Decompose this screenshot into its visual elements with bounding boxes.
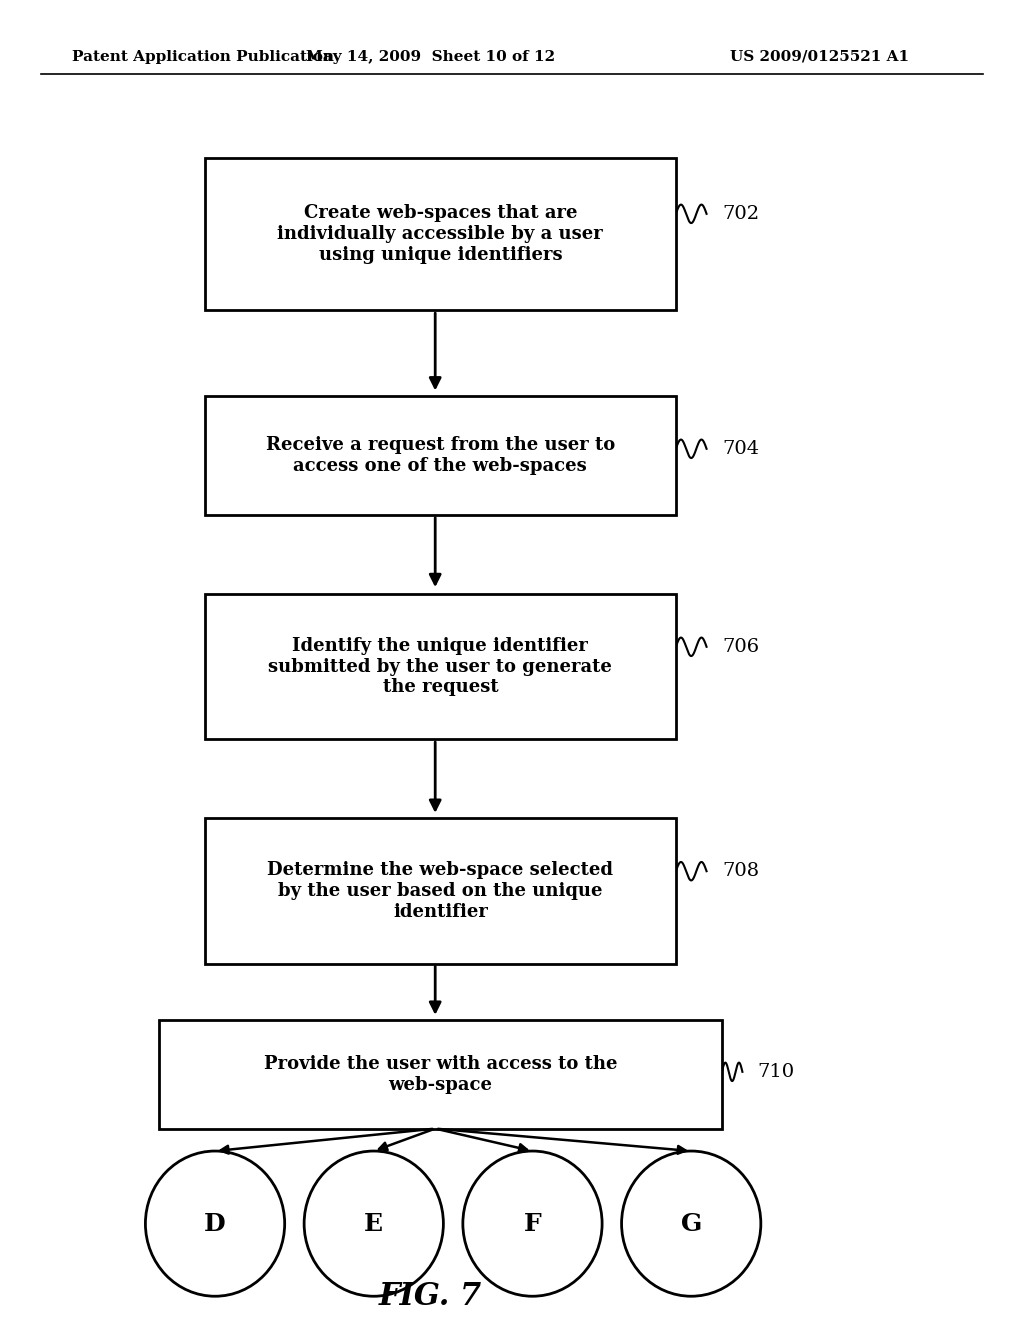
Text: Identify the unique identifier
submitted by the user to generate
the request: Identify the unique identifier submitted… [268, 636, 612, 697]
Text: Receive a request from the user to
access one of the web-spaces: Receive a request from the user to acces… [265, 436, 615, 475]
Text: Provide the user with access to the
web-space: Provide the user with access to the web-… [263, 1055, 617, 1094]
Text: 708: 708 [722, 862, 759, 880]
Text: 710: 710 [758, 1063, 795, 1081]
FancyBboxPatch shape [159, 1020, 722, 1129]
Text: D: D [204, 1212, 226, 1236]
Text: F: F [523, 1212, 542, 1236]
FancyBboxPatch shape [205, 396, 676, 515]
FancyBboxPatch shape [205, 818, 676, 964]
FancyBboxPatch shape [205, 594, 676, 739]
Text: E: E [365, 1212, 383, 1236]
Ellipse shape [145, 1151, 285, 1296]
Text: May 14, 2009  Sheet 10 of 12: May 14, 2009 Sheet 10 of 12 [305, 50, 555, 63]
Text: Patent Application Publication: Patent Application Publication [72, 50, 334, 63]
Text: Determine the web-space selected
by the user based on the unique
identifier: Determine the web-space selected by the … [267, 861, 613, 921]
Text: US 2009/0125521 A1: US 2009/0125521 A1 [730, 50, 908, 63]
Text: 704: 704 [722, 440, 759, 458]
FancyBboxPatch shape [205, 158, 676, 310]
Ellipse shape [622, 1151, 761, 1296]
Text: Create web-spaces that are
individually accessible by a user
using unique identi: Create web-spaces that are individually … [278, 205, 603, 264]
Text: 702: 702 [722, 205, 759, 223]
Ellipse shape [463, 1151, 602, 1296]
Text: FIG. 7: FIG. 7 [379, 1280, 481, 1312]
Text: G: G [681, 1212, 701, 1236]
Ellipse shape [304, 1151, 443, 1296]
Text: 706: 706 [722, 638, 759, 656]
